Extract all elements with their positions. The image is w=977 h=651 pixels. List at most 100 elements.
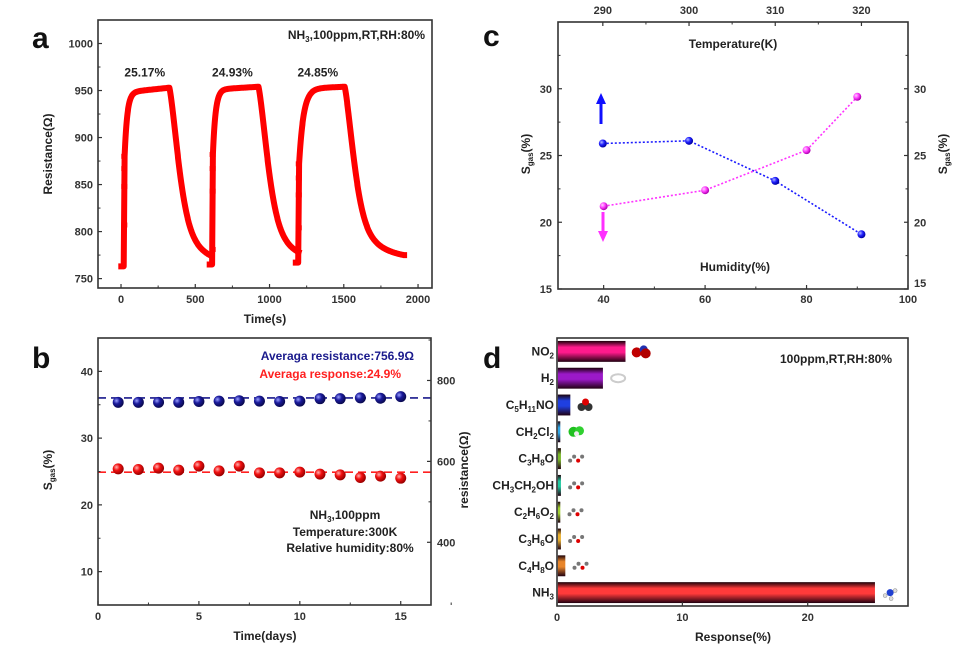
temperature-data-point	[857, 230, 866, 239]
y-tick-label: 950	[75, 86, 93, 98]
ethylene-glycol-molecule-icon	[567, 508, 584, 517]
humidity-data-point	[853, 92, 862, 101]
y-right-tick-label: 400	[437, 537, 455, 549]
y-axis-label-left: Sgas(%)	[41, 450, 57, 490]
x-tick-label: 2000	[406, 294, 430, 306]
temperature-data-point	[771, 176, 780, 185]
x-tick-label: 0	[118, 294, 124, 306]
resistance-data-point	[314, 393, 326, 405]
bar-4	[557, 448, 561, 470]
arrow-down-icon	[598, 212, 608, 242]
x-tick-label: 100	[899, 294, 917, 306]
category-label: NH3	[532, 586, 554, 602]
x-tick-label: 80	[800, 294, 812, 306]
x-tick-label: 10	[676, 612, 688, 624]
panel-c-temperature-humidity-chart: 40 60 80 100 290 300 310 320 15 20 25 30 15 20 25 30…	[519, 5, 952, 306]
response-data-point	[314, 468, 326, 480]
plot-frame	[556, 337, 909, 607]
response-data-point	[274, 467, 286, 479]
x-tick-label: 5	[196, 611, 202, 623]
ammonia-molecule-icon	[882, 588, 898, 601]
resistance-series	[118, 83, 408, 270]
morpholine-molecule-icon	[577, 398, 593, 411]
response-data-point	[253, 467, 265, 479]
response-data-point	[375, 470, 387, 482]
panel-a-resistance-chart: 0 500 1000 1500 2000 750 800 850 900 950 1000 Tim…	[41, 19, 433, 326]
x-axis-label: Time(days)	[233, 629, 296, 643]
y-tick-label: 25	[540, 151, 552, 163]
y-tick-label: 15	[540, 284, 552, 296]
data-point	[295, 225, 302, 231]
plot-frame	[97, 19, 433, 289]
data-point	[209, 166, 216, 172]
response-data-point	[213, 465, 225, 477]
cycle-response-label: 24.93%	[212, 65, 253, 79]
cycle-response-label: 24.85%	[297, 65, 338, 79]
y-axis-label-left: Sgas(%)	[519, 134, 535, 174]
humidity-data-point	[701, 186, 710, 195]
x-tick-label: 0	[95, 611, 101, 623]
y-right-tick-label: 20	[914, 217, 926, 229]
response-data-point	[112, 463, 124, 475]
y-tick-label: 10	[81, 567, 93, 579]
x-tick-label: 15	[395, 611, 407, 623]
y-axis-label-right: resistance(Ω)	[457, 432, 471, 509]
top-tick-label: 320	[852, 5, 870, 17]
x-axis-label: Time(s)	[244, 312, 286, 326]
h2-molecule-icon	[610, 373, 627, 384]
condition-annotation: NH3,100ppm,RT,RH:80%	[288, 28, 425, 44]
resistance-data-point	[294, 395, 306, 407]
temperature-data-point	[685, 136, 694, 145]
category-label: C5H11NO	[506, 398, 554, 414]
data-point	[121, 166, 128, 172]
data-point	[209, 151, 216, 157]
y-right-tick-label: 600	[437, 456, 455, 468]
y-tick-label: 1000	[69, 39, 93, 51]
acetone-molecule-icon	[568, 535, 585, 543]
top-tick-label: 290	[594, 5, 612, 17]
bar-6	[557, 501, 561, 523]
resistance-data-point	[213, 395, 225, 407]
response-data-point	[334, 469, 346, 481]
resistance-data-point	[375, 392, 387, 404]
resistance-data-point	[173, 396, 185, 408]
cycle-1-curve	[118, 84, 215, 270]
humidity-data-point	[802, 146, 811, 155]
butanone-molecule-icon	[572, 561, 589, 570]
temperature-data-point	[598, 139, 607, 148]
bar-0	[557, 340, 626, 362]
bar-2	[557, 394, 571, 416]
top-axis-label: Temperature(K)	[689, 37, 777, 51]
condition-temperature: Temperature:300K	[293, 525, 398, 539]
y-right-tick-label: 25	[914, 151, 926, 163]
y-tick-label: 30	[540, 84, 552, 96]
resistance-data-point	[395, 391, 407, 403]
resistance-data-point	[112, 396, 124, 408]
resistance-data-point	[334, 393, 346, 405]
top-tick-label: 310	[766, 5, 784, 17]
bar-9	[557, 582, 875, 604]
data-point	[121, 153, 128, 159]
data-point	[209, 246, 216, 252]
response-data-point	[233, 460, 245, 472]
category-label: CH2Cl2	[516, 425, 555, 441]
y-right-tick-label: 800	[437, 375, 455, 387]
bar-8	[557, 555, 566, 577]
response-data-point	[153, 462, 165, 474]
y-tick-label: 750	[75, 274, 93, 286]
humidity-line	[603, 96, 858, 207]
bar-7	[557, 528, 561, 550]
x-tick-label: 500	[186, 294, 204, 306]
temperature-line	[602, 139, 862, 235]
data-point	[209, 188, 216, 194]
no2-molecule-icon	[631, 345, 651, 359]
x-tick-label: 40	[598, 294, 610, 306]
data-point	[295, 175, 302, 181]
plot-frame	[557, 21, 909, 290]
cycle-3-curve	[292, 83, 408, 266]
resistance-data-point	[354, 392, 366, 404]
category-label: NO2	[532, 344, 555, 360]
category-label: C4H8O	[518, 559, 554, 575]
legend-resistance: Averaga resistance:756.9Ω	[261, 349, 415, 363]
condition-gas: NH3,100ppm	[310, 508, 380, 524]
